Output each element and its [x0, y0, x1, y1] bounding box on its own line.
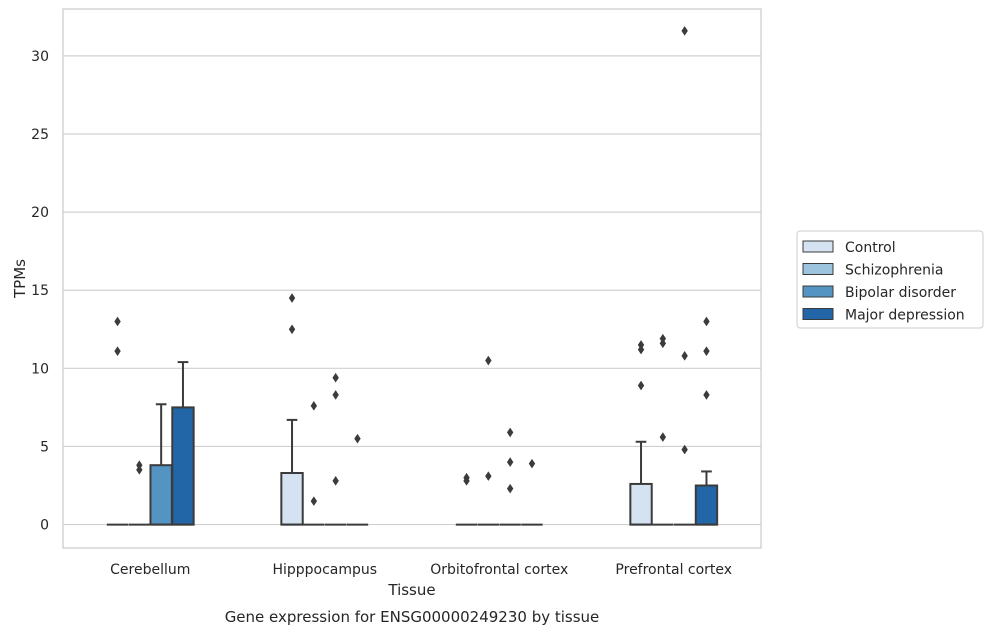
box	[694, 484, 719, 526]
y-tick-label: 0	[40, 518, 49, 534]
y-tick-label: 30	[31, 49, 49, 65]
box-bipolar-disorder	[149, 403, 173, 526]
outlier-point	[681, 26, 688, 36]
legend-swatch	[802, 263, 834, 275]
legend-label: Bipolar disorder	[845, 285, 956, 301]
box-control	[106, 316, 129, 526]
box-control	[629, 340, 653, 526]
box-major-depression	[346, 433, 369, 526]
box-bipolar-disorder	[673, 26, 696, 526]
legend-label: Control	[845, 240, 896, 256]
outlier-point	[114, 346, 121, 356]
x-tick-label: Hipppocampus	[272, 562, 377, 578]
box-control	[455, 472, 478, 526]
box-plot-marks	[106, 26, 719, 526]
legend-swatch	[802, 285, 834, 298]
outlier-point	[485, 471, 492, 481]
box	[629, 482, 653, 526]
outlier-point	[703, 390, 710, 400]
legend-label: Major depression	[845, 308, 965, 324]
x-tick-label: Cerebellum	[110, 562, 190, 578]
outlier-point	[703, 346, 710, 356]
y-axis-label: TPMs	[11, 259, 29, 299]
box-major-depression	[694, 316, 719, 526]
box-schizophrenia	[128, 460, 151, 526]
x-tick-labels: Cerebellum Hipppocampus Orbitofrontal cort…	[110, 562, 732, 578]
outlier-point	[659, 338, 667, 349]
y-tick-label: 15	[31, 283, 49, 299]
box-schizophrenia	[303, 401, 325, 526]
y-tick-label: 25	[31, 127, 49, 143]
x-tick-label: Prefrontal cortex	[615, 562, 732, 578]
outlier-point	[637, 344, 645, 355]
chart-caption: Gene expression for ENSG00000249230 by t…	[225, 608, 600, 626]
outlier-point	[506, 457, 514, 467]
outlier-point	[506, 483, 514, 494]
outlier-point	[354, 433, 361, 444]
outlier-point	[288, 324, 296, 335]
outlier-point	[114, 316, 121, 327]
grid-lines	[63, 55, 761, 526]
outlier-point	[332, 390, 339, 400]
outlier-point	[332, 372, 339, 383]
legend-swatch	[802, 240, 834, 253]
x-axis-label: Tissue	[387, 581, 435, 599]
box-control	[280, 293, 304, 526]
outlier-point	[332, 476, 339, 486]
y-tick-label: 10	[31, 361, 49, 377]
outlier-point	[703, 316, 710, 327]
box-bipolar-disorder	[499, 427, 521, 526]
box	[280, 472, 304, 526]
box-schizophrenia	[477, 355, 500, 526]
legend: Control Schizophrenia Bipolar disorder Majo…	[796, 230, 984, 329]
box-major-depression	[521, 458, 543, 526]
outlier-point	[288, 293, 296, 303]
x-tick-label: Orbitofrontal cortex	[430, 562, 568, 578]
legend-frame	[796, 230, 984, 329]
box-major-depression	[171, 361, 195, 526]
box-schizophrenia	[652, 333, 674, 526]
outlier-point	[528, 458, 536, 469]
outlier-point	[310, 401, 318, 411]
outlier-point	[136, 465, 143, 475]
plot-frame	[62, 8, 762, 549]
outlier-point	[463, 476, 470, 486]
box	[149, 464, 173, 526]
outlier-point	[659, 432, 667, 442]
box-bipolar-disorder	[324, 372, 347, 526]
outlier-point	[681, 444, 688, 455]
outlier-point	[637, 380, 645, 391]
legend-swatch	[802, 308, 834, 320]
y-tick-label: 5	[40, 439, 49, 455]
outlier-point	[485, 355, 492, 366]
box	[171, 406, 195, 526]
outlier-point	[310, 496, 318, 506]
outlier-point	[681, 351, 688, 361]
y-tick-labels: 0 5 10 15 20 25 30	[31, 49, 49, 534]
outlier-point	[506, 427, 514, 438]
legend-label: Schizophrenia	[845, 263, 943, 279]
y-tick-label: 20	[31, 205, 49, 221]
